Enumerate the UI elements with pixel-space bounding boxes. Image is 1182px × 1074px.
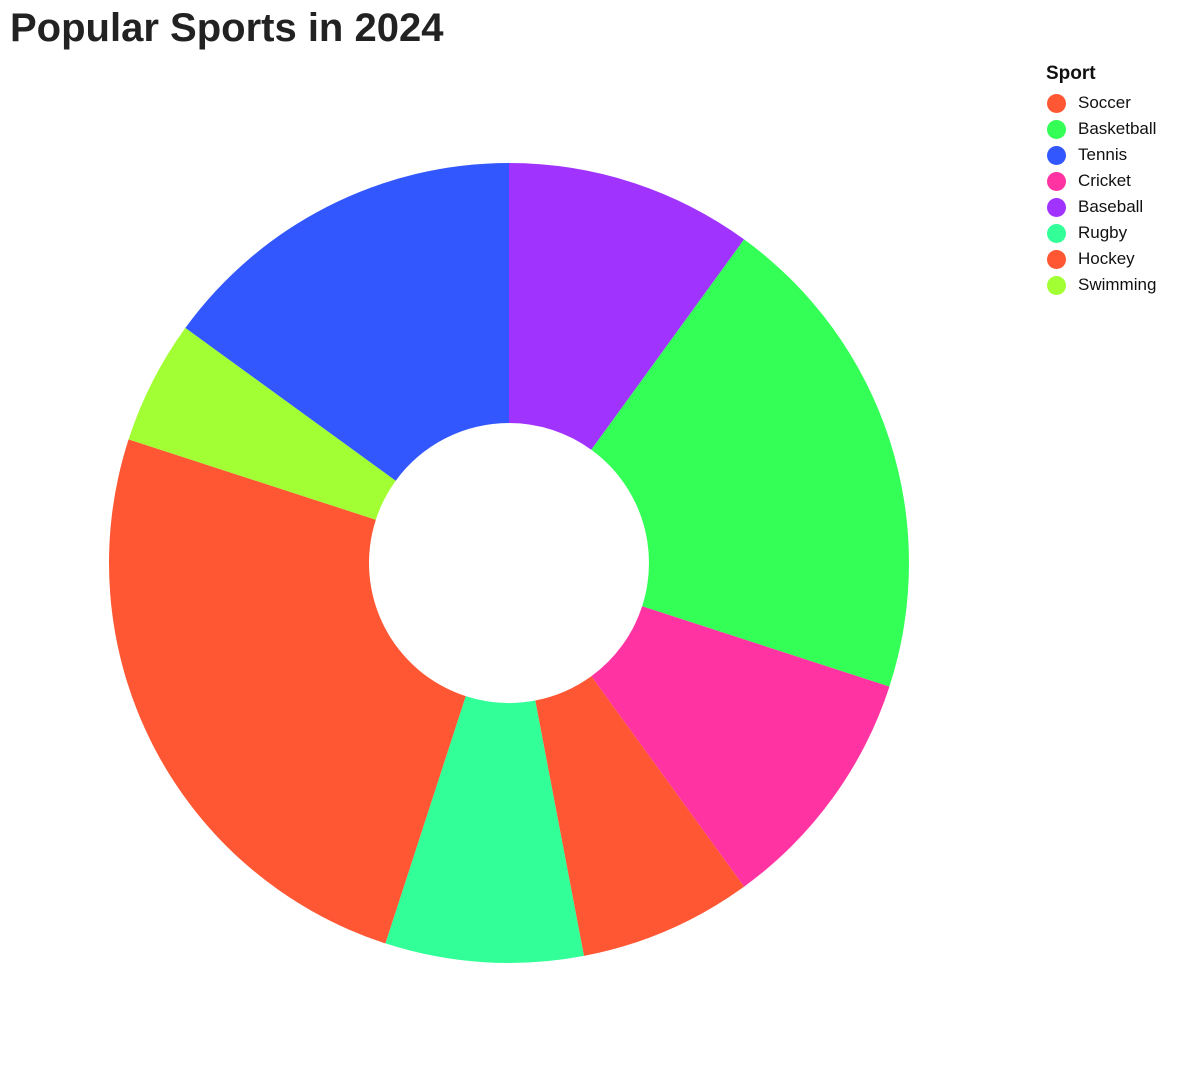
legend-label-swimming: Swimming	[1078, 275, 1157, 294]
slice-baseball	[509, 163, 745, 450]
legend-label-rugby: Rugby	[1078, 223, 1128, 242]
legend-swatch-baseball	[1047, 197, 1066, 217]
slice-soccer	[109, 439, 466, 944]
slice-tennis	[185, 163, 509, 481]
slice-cricket	[591, 606, 890, 887]
legend-label-tennis: Tennis	[1078, 145, 1128, 164]
legend-swatch-soccer	[1047, 93, 1066, 113]
legend-item-tennis: Tennis	[1046, 142, 1176, 168]
legend-label-basketball: Basketball	[1078, 119, 1157, 138]
legend-label-hockey: Hockey	[1078, 249, 1135, 268]
legend-label-baseball: Baseball	[1078, 197, 1144, 216]
legend-items: Soccer Basketball Tennis Cricket Baseball Rug…	[1046, 90, 1176, 298]
legend-item-rugby: Rugby	[1046, 220, 1176, 246]
legend-item-soccer: Soccer	[1046, 90, 1176, 116]
slice-rugby	[385, 696, 584, 963]
legend-label-soccer: Soccer	[1078, 93, 1131, 112]
legend-item-basketball: Basketball	[1046, 116, 1176, 142]
legend-swatch-tennis	[1047, 145, 1066, 165]
legend-label-cricket: Cricket	[1078, 171, 1131, 190]
legend-swatch-swimming	[1047, 275, 1066, 295]
legend-title: Sport	[1046, 63, 1096, 84]
chart-title: Popular Sports in 2024	[10, 6, 444, 50]
legend-swatch-rugby	[1047, 223, 1066, 243]
legend-swatch-hockey	[1047, 249, 1066, 269]
slice-basketball	[591, 239, 909, 687]
legend-swatch-cricket	[1047, 171, 1066, 191]
legend-item-swimming: Swimming	[1046, 272, 1176, 298]
legend-item-hockey: Hockey	[1046, 246, 1176, 272]
slice-hockey	[535, 676, 745, 956]
slice-swimming	[128, 327, 396, 520]
legend-item-baseball: Baseball	[1046, 194, 1176, 220]
legend: Sport Soccer Basketball Tennis Cricket Baseb…	[1046, 62, 1176, 298]
legend-item-cricket: Cricket	[1046, 168, 1176, 194]
legend-swatch-basketball	[1047, 119, 1066, 139]
